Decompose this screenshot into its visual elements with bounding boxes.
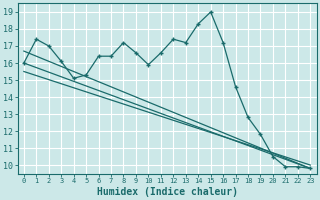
X-axis label: Humidex (Indice chaleur): Humidex (Indice chaleur) <box>97 186 237 197</box>
